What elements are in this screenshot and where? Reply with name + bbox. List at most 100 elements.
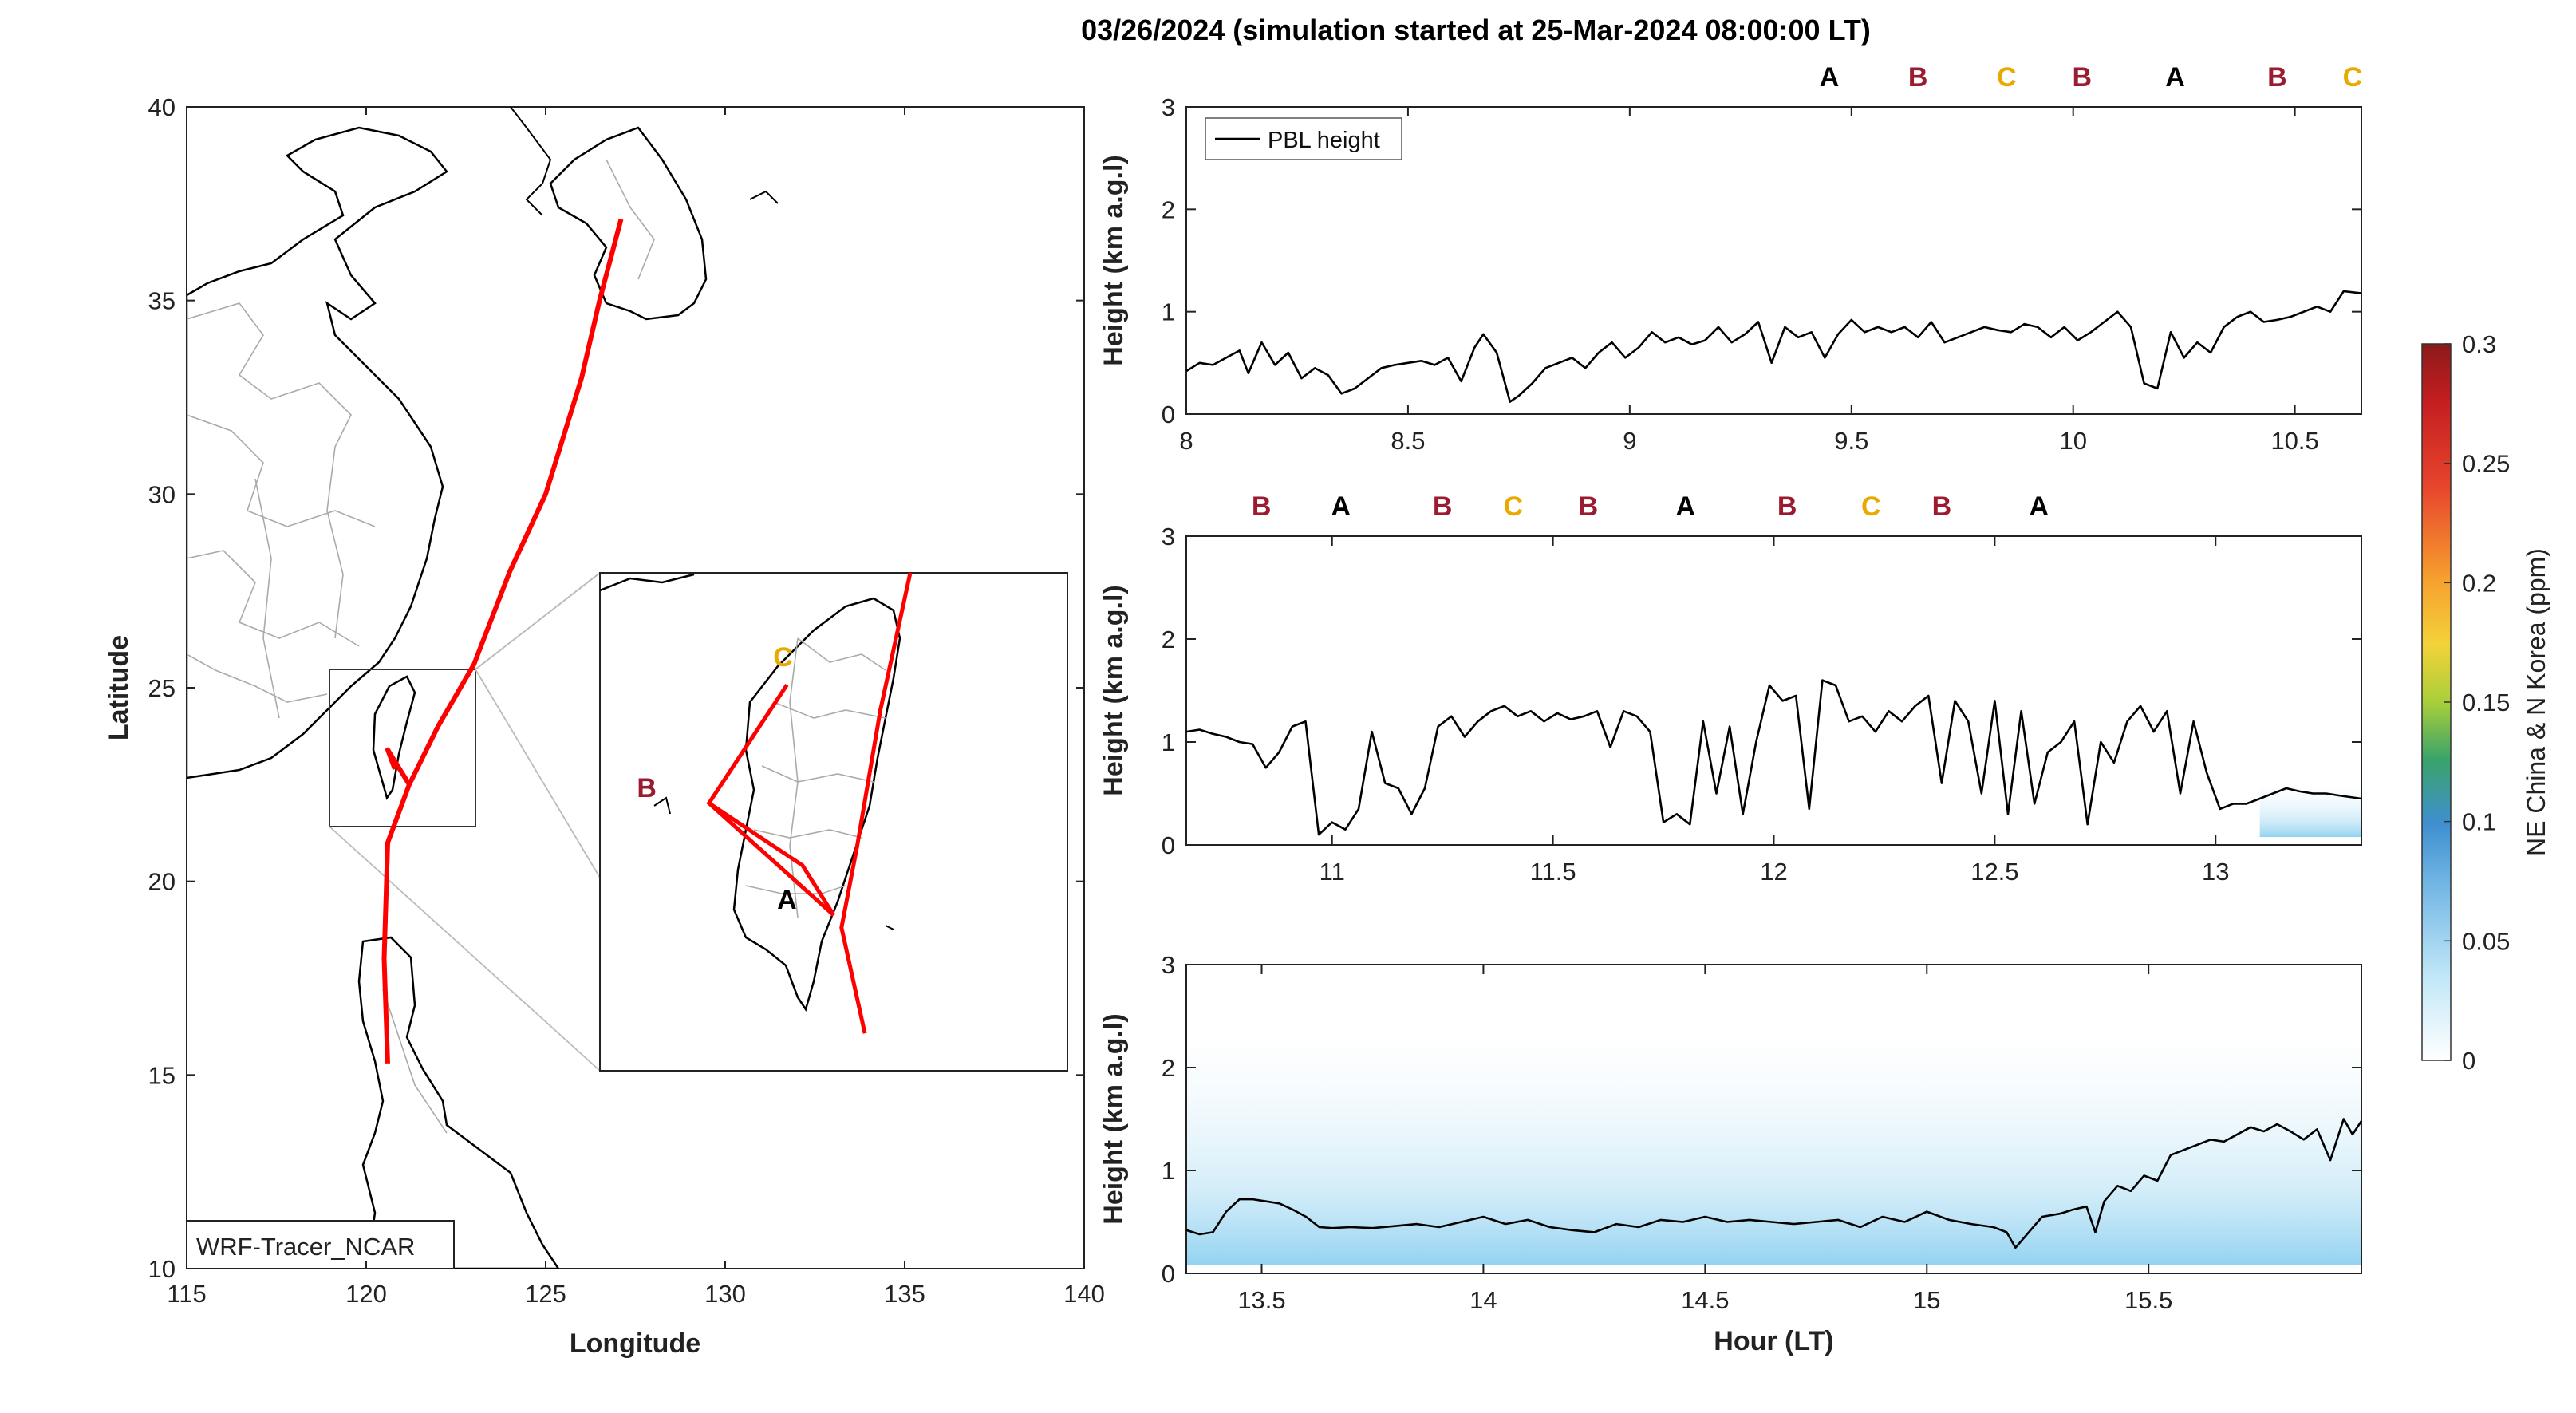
- panel-ylabel: Height (km a.g.l): [1099, 155, 1129, 365]
- colorbar-tick-label: 0.2: [2462, 569, 2496, 597]
- tracer-shading: [1186, 1047, 2361, 1265]
- trajectory-marker-b: B: [1579, 491, 1599, 522]
- track-line: [381, 218, 624, 1064]
- xtick-label: 13: [2202, 858, 2229, 886]
- panel-frame: [1185, 106, 2362, 415]
- trajectory-marker-b: B: [2073, 62, 2093, 93]
- xtick-label: 15.5: [2124, 1286, 2172, 1314]
- figure-title: 03/26/2024 (simulation started at 25-Mar…: [1081, 14, 1871, 46]
- trajectory-marker-b: B: [1252, 491, 1272, 522]
- xtick-label: 11.5: [1530, 858, 1576, 886]
- ytick-label: 1: [1162, 298, 1175, 326]
- colorbar-tick-label: 0.25: [2462, 450, 2510, 478]
- inset-trajectory: [706, 573, 913, 1034]
- legend-box: [1205, 117, 1402, 160]
- xtick-label: 9.5: [1834, 427, 1868, 455]
- legend-label: PBL height: [1268, 128, 1380, 153]
- colorbar-tick-label: 0.15: [2462, 689, 2510, 716]
- trajectory-marker-b: B: [1932, 491, 1952, 522]
- inset-label-a: A: [777, 885, 797, 915]
- colorbar-ticks: 0 0.05 0.1 0.15 0.2 0.25 0.3: [2444, 330, 2510, 1075]
- map-xtick-label: 125: [525, 1280, 566, 1308]
- xtick-label: 14: [1469, 1286, 1497, 1314]
- taiwan-coastline: [372, 675, 416, 800]
- province-borders: [187, 159, 655, 1134]
- ytick-label: 3: [1162, 523, 1175, 551]
- panel-xlabel: Hour (LT): [1714, 1326, 1833, 1356]
- map-xtick-label: 130: [704, 1280, 746, 1308]
- panel-ylabel: Height (km a.g.l): [1099, 585, 1129, 795]
- trajectory-marker-a: A: [1675, 491, 1695, 522]
- track-branch: [385, 747, 412, 786]
- coastline-layer: [187, 107, 779, 1269]
- panel-ylabel: Height (km a.g.l): [1099, 1013, 1129, 1224]
- ytick-label: 3: [1162, 93, 1175, 121]
- map-ytick-label: 15: [148, 1061, 176, 1089]
- inset-county-borders: [745, 637, 886, 918]
- map-ytick-label: 35: [148, 287, 176, 315]
- luzon-coastline: [357, 936, 560, 1269]
- inset-region-box: [329, 669, 476, 827]
- taiwan-inset: C B A: [599, 572, 1068, 1072]
- inset-label-b: B: [637, 773, 657, 803]
- ne-china-coastline: [510, 107, 552, 216]
- xtick-label: 8.5: [1391, 427, 1425, 455]
- trajectory-track: [381, 218, 624, 1064]
- trajectory-marker-a: A: [2029, 491, 2049, 522]
- japan-coastline: [749, 190, 779, 204]
- xtick-label: 11: [1320, 858, 1345, 886]
- map-ytick-label: 10: [148, 1255, 176, 1283]
- source-label: WRF-Tracer_NCAR: [196, 1233, 415, 1261]
- xtick-label: 12.5: [1970, 858, 2018, 886]
- panel-frame: [1185, 964, 2362, 1274]
- ytick-label: 2: [1162, 195, 1175, 223]
- colorbar-tick-label: 0.1: [2462, 808, 2496, 836]
- inset-penghu-island: [653, 796, 671, 815]
- map-ytick-label: 40: [148, 93, 176, 121]
- ytick-label: 0: [1162, 1260, 1175, 1288]
- pbl-panel-1: 8 8.5 9 9.5 10 10.5 0 1 2 3 Height (km a.g.l) PBL h…: [1099, 62, 2362, 455]
- trajectory-marker-a: A: [2165, 62, 2185, 93]
- colorbar-tick-label: 0.05: [2462, 927, 2510, 955]
- pbl-panel-3: 13.5 14 14.5 15 15.5 0 1 2 3 Height (km a.g.l) Hou…: [1099, 951, 2363, 1356]
- xtick-label: 15: [1913, 1286, 1940, 1314]
- ytick-label: 0: [1162, 401, 1175, 428]
- map-ytick-label: 25: [148, 674, 176, 702]
- ytick-label: 2: [1162, 1054, 1175, 1082]
- trajectory-marker-c: C: [2343, 62, 2363, 93]
- trajectory-marker-a: A: [1820, 62, 1840, 93]
- map-xtick-label: 120: [345, 1280, 387, 1308]
- inset-labels: C B A: [637, 642, 796, 915]
- xtick-label: 14.5: [1681, 1286, 1729, 1314]
- xtick-label: 8: [1179, 427, 1193, 455]
- xtick-label: 12: [1760, 858, 1787, 886]
- pbl-height-line: [1185, 290, 2362, 403]
- map-xtick-label: 115: [167, 1280, 206, 1308]
- ytick-label: 3: [1162, 951, 1175, 979]
- xtick-label: 10.5: [2270, 427, 2318, 455]
- map-xlabel: Longitude: [570, 1328, 700, 1359]
- xtick-label: 10: [2059, 427, 2086, 455]
- inset-label-c: C: [773, 642, 793, 673]
- ytick-label: 1: [1162, 728, 1175, 756]
- map-ylabel: Latitude: [104, 635, 134, 740]
- korea-coastline: [549, 126, 708, 321]
- trajectory-marker-b: B: [1777, 491, 1797, 522]
- trajectory-marker-a: A: [1331, 491, 1351, 522]
- map-ytick-label: 30: [148, 480, 176, 508]
- map-panel: C B A WRF-Tracer_NCAR 115 120 125 130 135 140 10…: [104, 93, 1105, 1359]
- map-xtick-label: 135: [884, 1280, 925, 1308]
- source-label-box: [186, 1220, 455, 1269]
- china-coastline: [187, 126, 448, 780]
- inset-connector-mid: [475, 669, 601, 878]
- colorbar-tick-label: 0: [2462, 1047, 2475, 1075]
- ytick-label: 0: [1162, 831, 1175, 859]
- inset-islet: [885, 925, 894, 930]
- trajectory-marker-c: C: [1861, 491, 1881, 522]
- pbl-height-line: [1185, 679, 2362, 836]
- map-xtick-label: 140: [1063, 1280, 1105, 1308]
- trajectory-marker-c: C: [1504, 491, 1524, 522]
